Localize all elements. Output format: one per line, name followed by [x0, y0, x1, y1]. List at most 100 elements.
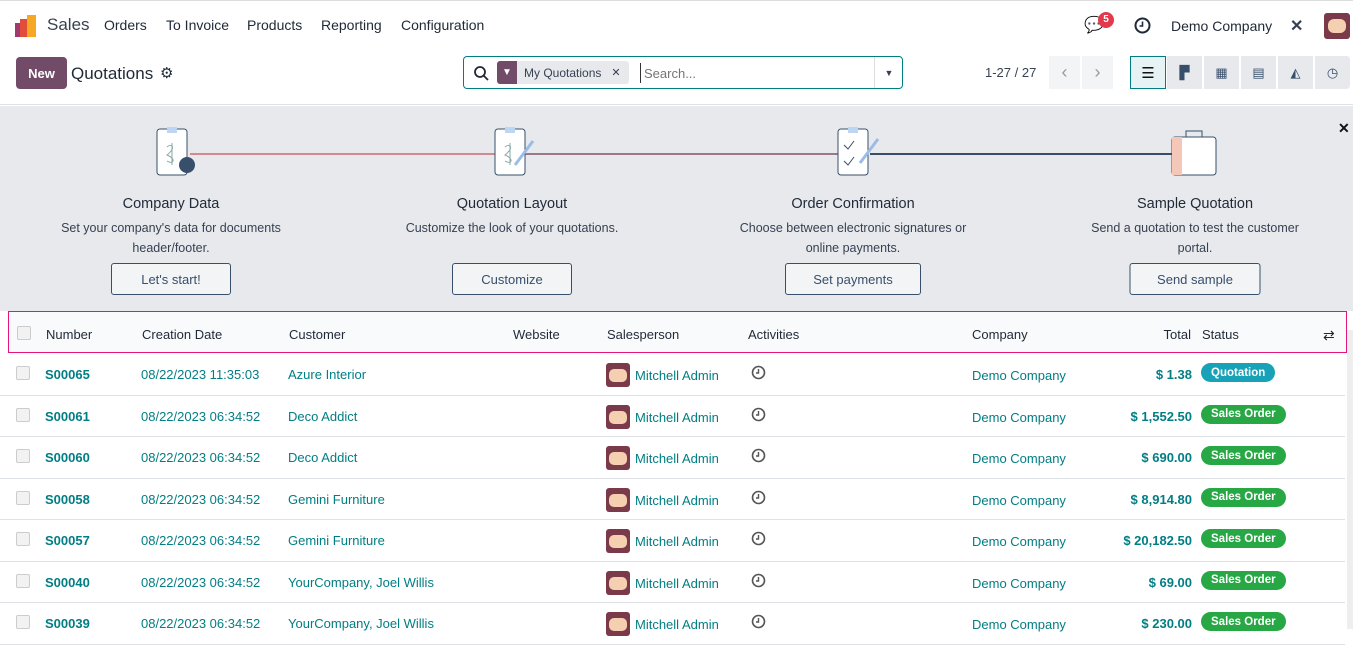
- view-activity[interactable]: ◷: [1315, 56, 1351, 89]
- search-input[interactable]: [640, 63, 870, 83]
- table-row[interactable]: S00040 08/22/2023 06:34:52 YourCompany, …: [0, 562, 1345, 603]
- header-total[interactable]: Total: [1163, 327, 1191, 342]
- row-checkbox[interactable]: [16, 407, 30, 422]
- company[interactable]: Demo Company: [972, 409, 1066, 425]
- activity-clock-icon[interactable]: [751, 448, 766, 463]
- activity-clock-icon[interactable]: [751, 490, 766, 505]
- total: $ 1,552.50: [1130, 408, 1192, 424]
- company[interactable]: Demo Company: [972, 492, 1066, 508]
- header-number[interactable]: Number: [46, 327, 93, 342]
- activity-clock-icon[interactable]: [1134, 17, 1151, 34]
- view-kanban[interactable]: ▛: [1167, 56, 1203, 89]
- row-checkbox[interactable]: [16, 490, 30, 505]
- customer[interactable]: Azure Interior: [288, 367, 367, 382]
- table-row[interactable]: S00065 08/22/2023 11:35:03 Azure Interio…: [0, 354, 1345, 396]
- row-checkbox[interactable]: [16, 366, 30, 380]
- salesperson-avatar: [606, 404, 630, 429]
- salesperson[interactable]: Mitchell Admin: [635, 534, 719, 549]
- table-row[interactable]: S00039 08/22/2023 06:34:52 YourCompany, …: [0, 603, 1345, 645]
- search-bar: ▼ My Quotations ✕ ▼: [463, 56, 903, 89]
- pager-next[interactable]: ›: [1082, 56, 1114, 89]
- list-icon: ☰: [1141, 64, 1155, 82]
- pager-value[interactable]: 1-27 / 27: [985, 65, 1037, 80]
- salesperson[interactable]: Mitchell Admin: [635, 368, 719, 383]
- row-checkbox[interactable]: [16, 573, 30, 588]
- company[interactable]: Demo Company: [972, 575, 1066, 591]
- menu-configuration[interactable]: Configuration: [401, 17, 485, 33]
- close-banner-icon[interactable]: ✕: [1338, 120, 1350, 136]
- view-graph[interactable]: ◭: [1278, 56, 1314, 89]
- order-number[interactable]: S00058: [45, 491, 90, 507]
- header-activities[interactable]: Activities: [748, 327, 800, 342]
- view-calendar[interactable]: ▦: [1204, 56, 1240, 89]
- company[interactable]: Demo Company: [972, 368, 1066, 383]
- app-name[interactable]: Sales: [47, 15, 90, 34]
- customer[interactable]: Deco Addict: [288, 450, 358, 465]
- step-button[interactable]: Customize: [452, 263, 572, 295]
- customer[interactable]: Deco Addict: [288, 408, 358, 424]
- company[interactable]: Demo Company: [972, 534, 1066, 549]
- optional-columns-icon[interactable]: ⇄: [1323, 327, 1335, 343]
- header-creation-date[interactable]: Creation Date: [142, 327, 223, 342]
- step-button[interactable]: Set payments: [785, 263, 921, 295]
- salesperson[interactable]: Mitchell Admin: [635, 451, 719, 466]
- row-checkbox[interactable]: [16, 449, 30, 463]
- activity-clock-icon[interactable]: [751, 407, 766, 422]
- header-website[interactable]: Website: [513, 327, 560, 342]
- salesperson[interactable]: Mitchell Admin: [635, 575, 719, 591]
- table-row[interactable]: S00060 08/22/2023 06:34:52 Deco Addict M…: [0, 437, 1345, 479]
- activity-clock-icon[interactable]: [751, 531, 766, 546]
- salesperson[interactable]: Mitchell Admin: [635, 409, 719, 425]
- search-options-toggle[interactable]: ▼: [874, 57, 903, 88]
- menu-reporting[interactable]: Reporting: [321, 17, 382, 33]
- scrollbar[interactable]: [1347, 330, 1353, 629]
- menu-to-invoice[interactable]: To Invoice: [166, 17, 230, 33]
- company[interactable]: Demo Company: [972, 617, 1066, 632]
- search-icon[interactable]: [474, 66, 489, 81]
- row-checkbox[interactable]: [16, 615, 30, 629]
- step-button[interactable]: Let's start!: [111, 263, 231, 295]
- table-row[interactable]: S00057 08/22/2023 06:34:52 Gemini Furnit…: [0, 520, 1345, 562]
- step-title: Sample Quotation: [1136, 196, 1254, 212]
- order-number[interactable]: S00061: [45, 408, 90, 424]
- view-list[interactable]: ☰: [1130, 56, 1166, 89]
- menu-products[interactable]: Products: [247, 17, 303, 33]
- select-all-checkbox[interactable]: [17, 326, 31, 340]
- customer[interactable]: YourCompany, Joel Willis: [288, 616, 434, 631]
- company[interactable]: Demo Company: [972, 451, 1066, 466]
- salesperson[interactable]: Mitchell Admin: [635, 492, 719, 508]
- customer[interactable]: Gemini Furniture: [288, 491, 385, 507]
- table-row[interactable]: S00058 08/22/2023 06:34:52 Gemini Furnit…: [0, 479, 1345, 520]
- gear-icon[interactable]: ⚙: [160, 65, 174, 82]
- customer[interactable]: Gemini Furniture: [288, 533, 385, 548]
- facet-remove-icon[interactable]: ✕: [611, 67, 621, 79]
- step-title: Company Data: [122, 196, 220, 212]
- view-pivot[interactable]: ▤: [1241, 56, 1277, 89]
- table-row[interactable]: S00061 08/22/2023 06:34:52 Deco Addict M…: [0, 396, 1345, 437]
- new-button[interactable]: New: [16, 57, 67, 89]
- pager-previous[interactable]: ‹: [1049, 56, 1081, 89]
- header-salesperson[interactable]: Salesperson: [607, 327, 680, 342]
- customer[interactable]: YourCompany, Joel Willis: [288, 574, 434, 590]
- activity-clock-icon[interactable]: [751, 365, 766, 380]
- activity-clock-icon[interactable]: [751, 614, 766, 629]
- sales-app-icon[interactable]: [15, 15, 37, 37]
- tools-icon[interactable]: ✕: [1290, 18, 1304, 35]
- user-avatar[interactable]: [1324, 13, 1350, 39]
- row-checkbox[interactable]: [16, 532, 30, 546]
- step-button[interactable]: Send sample: [1129, 263, 1261, 295]
- order-number[interactable]: S00060: [45, 450, 90, 465]
- company-switcher[interactable]: Demo Company: [1171, 18, 1273, 34]
- menu-orders[interactable]: Orders: [104, 17, 147, 33]
- order-number[interactable]: S00039: [45, 616, 90, 631]
- order-number[interactable]: S00040: [45, 574, 90, 590]
- salesperson[interactable]: Mitchell Admin: [635, 617, 719, 632]
- total: $ 1.38: [1155, 367, 1192, 382]
- header-customer[interactable]: Customer: [289, 327, 346, 342]
- header-status[interactable]: Status: [1202, 327, 1239, 342]
- activity-clock-icon[interactable]: [751, 573, 766, 588]
- order-number[interactable]: S00065: [45, 367, 90, 382]
- header-company[interactable]: Company: [972, 327, 1028, 342]
- order-number[interactable]: S00057: [45, 533, 90, 548]
- briefcase-icon: [1171, 130, 1217, 176]
